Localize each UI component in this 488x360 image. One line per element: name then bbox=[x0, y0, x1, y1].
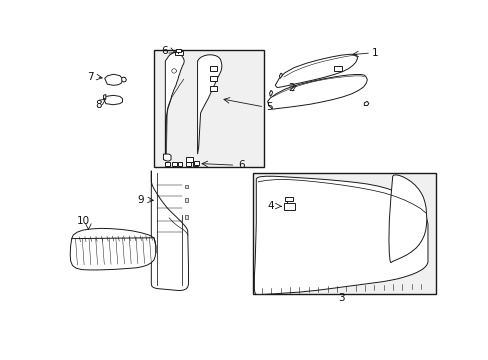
Bar bbox=[210, 66, 217, 71]
Polygon shape bbox=[388, 175, 426, 263]
Text: 2: 2 bbox=[287, 82, 294, 93]
Bar bbox=[186, 162, 190, 166]
Bar bbox=[284, 203, 295, 210]
Polygon shape bbox=[103, 95, 122, 105]
Polygon shape bbox=[279, 73, 282, 78]
Polygon shape bbox=[151, 171, 188, 291]
Text: 4: 4 bbox=[267, 201, 274, 211]
Text: 3: 3 bbox=[338, 293, 344, 303]
Bar bbox=[193, 162, 197, 166]
Bar bbox=[186, 157, 193, 162]
Text: 7: 7 bbox=[86, 72, 93, 82]
Polygon shape bbox=[70, 228, 156, 270]
Polygon shape bbox=[184, 198, 188, 202]
Bar bbox=[284, 197, 292, 201]
Text: 6: 6 bbox=[161, 46, 168, 56]
Polygon shape bbox=[184, 215, 187, 219]
Polygon shape bbox=[197, 55, 222, 154]
Polygon shape bbox=[364, 102, 368, 105]
Text: 5: 5 bbox=[266, 102, 273, 112]
Polygon shape bbox=[103, 94, 105, 99]
Bar bbox=[172, 162, 176, 166]
Polygon shape bbox=[165, 53, 184, 159]
Polygon shape bbox=[104, 74, 122, 85]
Bar bbox=[193, 161, 199, 165]
Bar bbox=[333, 66, 342, 72]
Bar bbox=[210, 76, 217, 81]
Bar bbox=[176, 49, 181, 51]
Text: 6: 6 bbox=[238, 160, 244, 170]
Polygon shape bbox=[163, 154, 171, 161]
Text: 1: 1 bbox=[371, 48, 378, 58]
Polygon shape bbox=[267, 75, 366, 109]
Polygon shape bbox=[122, 77, 126, 82]
Polygon shape bbox=[254, 176, 427, 294]
Bar bbox=[178, 162, 182, 166]
Polygon shape bbox=[275, 54, 357, 87]
Bar bbox=[154, 50, 264, 167]
Polygon shape bbox=[184, 185, 187, 188]
Bar bbox=[210, 86, 217, 91]
Text: 9: 9 bbox=[137, 195, 143, 205]
Polygon shape bbox=[269, 90, 272, 96]
Text: 8: 8 bbox=[95, 100, 102, 110]
Bar bbox=[175, 51, 183, 55]
Bar bbox=[165, 162, 169, 166]
Bar bbox=[252, 174, 435, 294]
Text: 10: 10 bbox=[77, 216, 89, 226]
